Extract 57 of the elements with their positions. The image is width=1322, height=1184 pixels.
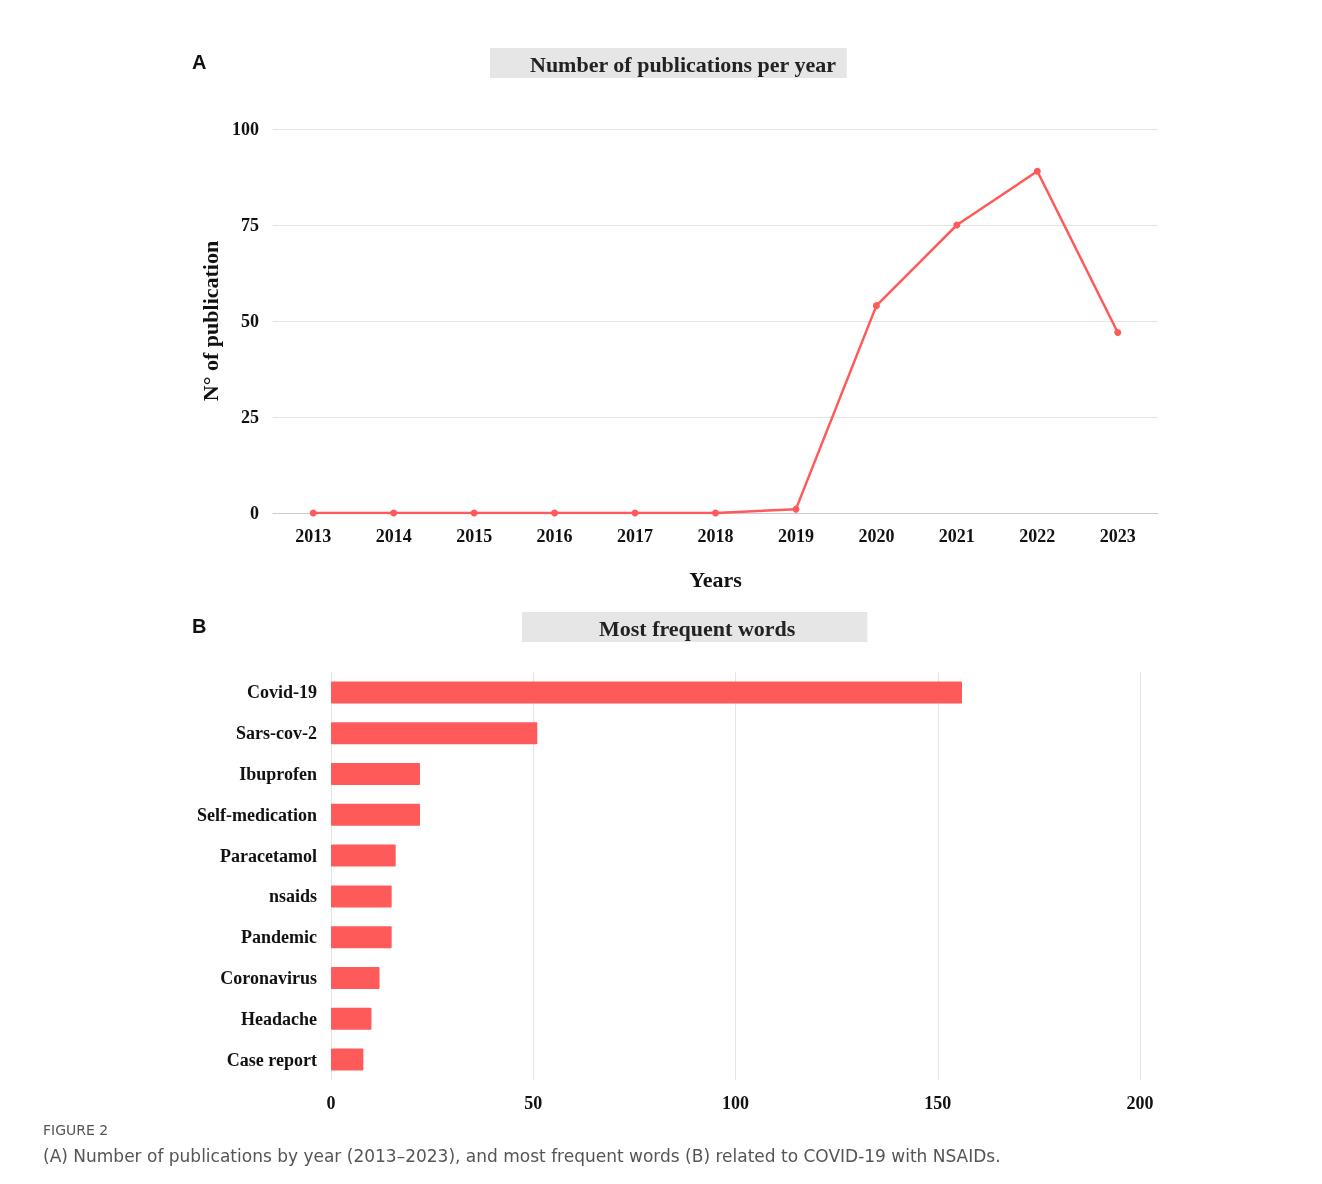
y-tick-label: nsaids bbox=[268, 886, 317, 907]
x-tick-label: 200 bbox=[1126, 1093, 1154, 1113]
bar bbox=[331, 681, 963, 704]
point bbox=[1114, 329, 1122, 337]
x-tick-label: 2016 bbox=[536, 526, 573, 546]
point bbox=[712, 509, 719, 517]
text: A bbox=[192, 51, 207, 73]
y-tick-label: 100 bbox=[232, 119, 259, 139]
x-tick-label: 2014 bbox=[375, 526, 412, 546]
x-tick-label: 2023 bbox=[1099, 526, 1136, 546]
chart-title: Most frequent words bbox=[599, 615, 796, 641]
bar bbox=[331, 926, 392, 949]
y-tick-label: Covid-19 bbox=[246, 682, 317, 703]
x-tick-label: 100 bbox=[722, 1093, 749, 1113]
x-tick-label: 2018 bbox=[697, 526, 734, 546]
x-tick-label: 0 bbox=[326, 1093, 336, 1113]
y-tick-label: 75 bbox=[241, 215, 259, 235]
x-tick-label: 2017 bbox=[617, 526, 654, 546]
x-tick-label: 2021 bbox=[938, 526, 975, 546]
bar bbox=[331, 803, 420, 826]
x-tick-label: 2015 bbox=[456, 526, 493, 546]
bar bbox=[331, 885, 392, 908]
y-tick-label: Case report bbox=[226, 1049, 318, 1070]
caption: FIGURE 2 bbox=[43, 1122, 109, 1138]
y-tick-label: Paracetamol bbox=[220, 845, 317, 866]
chart-title: Number of publications per year bbox=[530, 51, 837, 77]
point bbox=[1033, 167, 1041, 175]
bar bbox=[331, 1048, 364, 1071]
text: B bbox=[192, 615, 207, 637]
y-tick-label: Self-medication bbox=[197, 804, 317, 825]
x-tick-label: 150 bbox=[924, 1093, 952, 1113]
x-tick-label: 2020 bbox=[858, 526, 895, 546]
point bbox=[792, 505, 800, 513]
x-tick-label: 50 bbox=[524, 1093, 543, 1113]
bar bbox=[331, 722, 538, 745]
y-tick-label: 0 bbox=[250, 503, 259, 523]
point bbox=[551, 509, 559, 517]
point bbox=[872, 302, 880, 310]
y-tick-label: Pandemic bbox=[241, 927, 317, 948]
y-tick-label: 50 bbox=[241, 311, 259, 331]
bar bbox=[331, 1007, 372, 1030]
x-tick-label: 2022 bbox=[1019, 526, 1056, 546]
x-tick-label: 2019 bbox=[777, 526, 814, 546]
y-tick-label: Sars-cov-2 bbox=[236, 723, 317, 744]
y-tick-label: Headache bbox=[241, 1008, 317, 1029]
y-axis-title: N° of publication bbox=[197, 240, 223, 402]
point bbox=[309, 509, 317, 517]
x-axis-title: Years bbox=[689, 566, 743, 592]
x-tick-label: 2013 bbox=[295, 526, 332, 546]
point bbox=[390, 509, 398, 517]
y-tick-label: Ibuprofen bbox=[239, 764, 317, 784]
y-tick-label: 25 bbox=[241, 407, 259, 427]
bar bbox=[331, 763, 420, 785]
bar bbox=[331, 967, 380, 989]
text: (A) Number of publications by year (2013–2023), and most frequent words (B) related to COVID-19 with NSAIDs. bbox=[43, 1146, 1001, 1166]
bar bbox=[331, 844, 396, 867]
y-tick-label: Coronavirus bbox=[220, 968, 317, 988]
